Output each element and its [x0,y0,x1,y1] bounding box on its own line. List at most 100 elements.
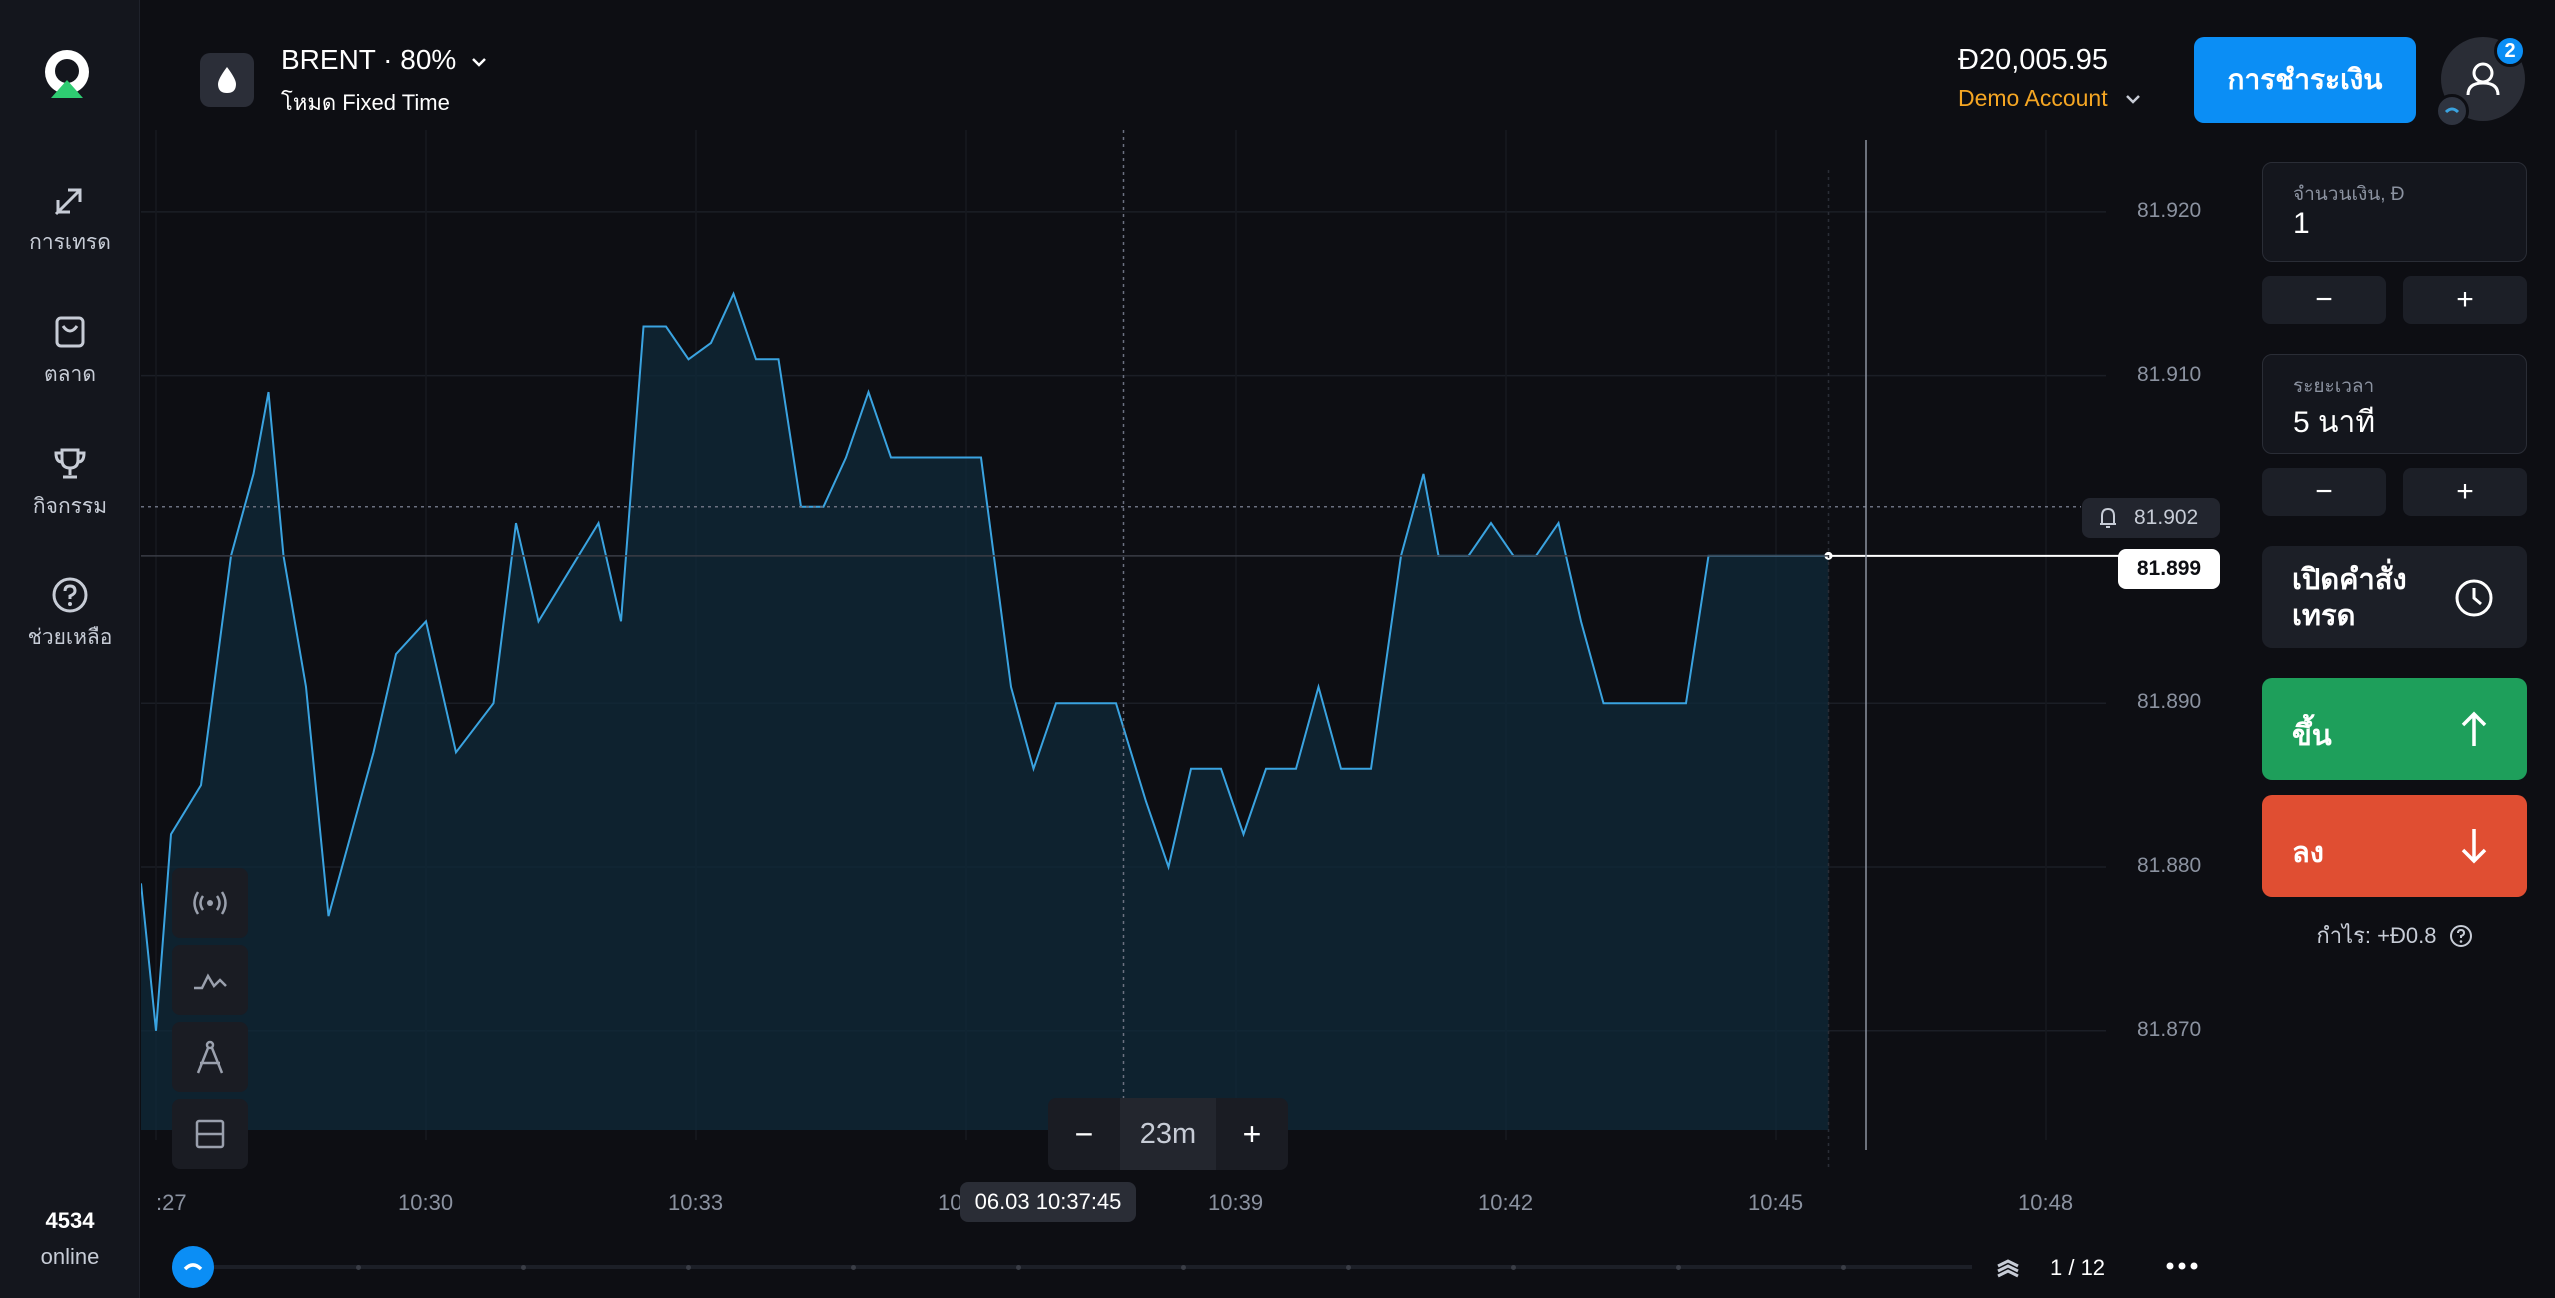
price-line [141,291,1829,1031]
chart-type-button[interactable] [172,945,248,1015]
duration-label: ระยะเวลา [2293,376,2375,397]
pending-order-button[interactable]: เปิดคำสั่งเทรด [2262,546,2527,648]
page-counter: 1 / 12 [2050,1255,2106,1280]
duration-minus-button[interactable]: − [2262,468,2386,516]
timeline-dot [356,1265,361,1270]
asset-mode: โหมด Fixed Time [281,90,450,115]
split-layout-icon [195,1119,225,1149]
profit-label: กำไร: +Đ0.8 [2316,923,2437,948]
zoom-in-button[interactable]: + [1242,1115,1262,1152]
help-circle-icon [52,577,88,613]
current-price-tag: 81.899 [2118,549,2220,589]
up-label: ขึ้น [2292,720,2332,752]
time-tick-label: 10:42 [1478,1190,1534,1215]
layout-button[interactable] [172,1099,248,1169]
price-area-fill [141,293,1829,1130]
sidebar-item-label: ตลาด [44,363,96,386]
trade-arrows-icon [54,188,82,216]
price-tick-label: 81.880 [2137,854,2202,877]
time-tick-label: 10:33 [668,1190,724,1215]
amount-label: จำนวนเงิน, Đ [2293,184,2405,205]
sidebar-item-events[interactable]: กิจกรรม [0,444,140,523]
asset-selector[interactable]: BRENT · 80% [281,44,488,76]
timeline-dot [1346,1265,1351,1270]
time-tick-label: 10:30 [398,1190,454,1215]
timeline-dot [1511,1265,1516,1270]
timeline-handle[interactable] [172,1246,214,1288]
chart-overlay [141,130,2121,1170]
zoom-out-button[interactable]: − [1074,1115,1094,1152]
amount-minus-button[interactable]: − [2262,276,2386,324]
trophy-icon [54,448,86,479]
time-tick-label: :27 [156,1190,187,1215]
timeline-dot [1016,1265,1021,1270]
line-chart-icon [194,973,227,990]
alert-price: 81.902 [2134,506,2199,529]
sidebar-item-label: กิจกรรม [32,495,108,518]
sidebar-item-trade[interactable]: การเทรด [0,180,140,259]
down-label: ลง [2292,837,2324,869]
notification-badge: 2 [2494,35,2526,67]
alert-price-tag[interactable]: 81.902 [2082,498,2220,538]
crosshair-time-tag: 06.03 10:37:45 [960,1182,1136,1222]
price-tick-label: 81.890 [2137,690,2202,714]
duration-value[interactable]: 5 นาที [2293,406,2376,439]
asset-icon-box[interactable] [200,53,254,107]
price-chart[interactable] [141,130,2181,1170]
zoom-control: − 23m + [1048,1098,1288,1170]
sidebar-item-label: ช่วยเหลือ [27,626,113,649]
sidebar-item-label: การเทรด [29,231,111,254]
info-icon[interactable] [2449,924,2473,948]
price-tick-label: 81.920 [2137,198,2202,222]
time-tick-label: 10:39 [1208,1190,1264,1215]
zoom-value: 23m [1120,1098,1216,1170]
timeline-dot [851,1265,856,1270]
user-icon [2466,62,2500,96]
time-tick-label: 10:48 [2018,1190,2074,1215]
left-sidebar: การเทรด ตลาด กิจกรรม ช่วยเหลือ [0,0,140,1298]
amount-field[interactable]: จำนวนเงิน, Đ 1 [2262,162,2527,262]
sidebar-item-market[interactable]: ตลาด [0,312,140,391]
pending-order-label: เปิดคำสั่งเทรด [2292,564,2407,632]
account-selector[interactable]: Demo Account [1958,85,2142,112]
time-tick-label: 10:45 [1748,1190,1804,1215]
sidebar-item-help[interactable]: ช่วยเหลือ [0,575,140,654]
chevron-down-icon [472,58,486,67]
broadcast-icon [193,891,227,915]
profit-row: กำไร: +Đ0.8 [2262,918,2527,953]
signals-button[interactable] [172,868,248,938]
drawing-tools-button[interactable] [172,1022,248,1092]
up-button[interactable]: ขึ้น [2262,678,2527,780]
timeline-dot [686,1265,691,1270]
stack-icon[interactable] [1990,1252,2026,1284]
price-tick-label: 81.870 [2137,1017,2202,1041]
balance: Đ20,005.95 [1958,44,2108,76]
bell-icon [2100,507,2116,528]
compass-icon [196,1040,224,1074]
account-level-icon [2435,94,2469,128]
chevron-down-icon [2126,95,2140,104]
timeline-dot [1676,1265,1681,1270]
online-label: online [40,1244,100,1269]
arrow-up-icon [2461,711,2487,746]
brand-logo[interactable] [41,46,93,102]
down-button[interactable]: ลง [2262,795,2527,897]
price-tick-label: 81.910 [2137,362,2202,386]
more-icon[interactable] [2162,1256,2202,1276]
amount-value[interactable]: 1 [2293,207,2310,240]
duration-plus-button[interactable]: + [2403,468,2527,516]
timeline-track[interactable] [172,1265,1972,1269]
oil-drop-icon [218,67,236,93]
timeline-dot [1841,1265,1846,1270]
level-icon [183,1263,203,1271]
arrow-down-icon [2461,829,2487,864]
asset-name: BRENT · 80% [281,44,457,75]
clock-icon [2455,579,2493,617]
online-count: 4534 [45,1208,95,1233]
amount-plus-button[interactable]: + [2403,276,2527,324]
payment-button[interactable]: การชำระเงิน [2194,37,2416,123]
account-name: Demo Account [1958,85,2108,111]
duration-field[interactable]: ระยะเวลา 5 นาที [2262,354,2527,454]
timeline-dot [521,1265,526,1270]
